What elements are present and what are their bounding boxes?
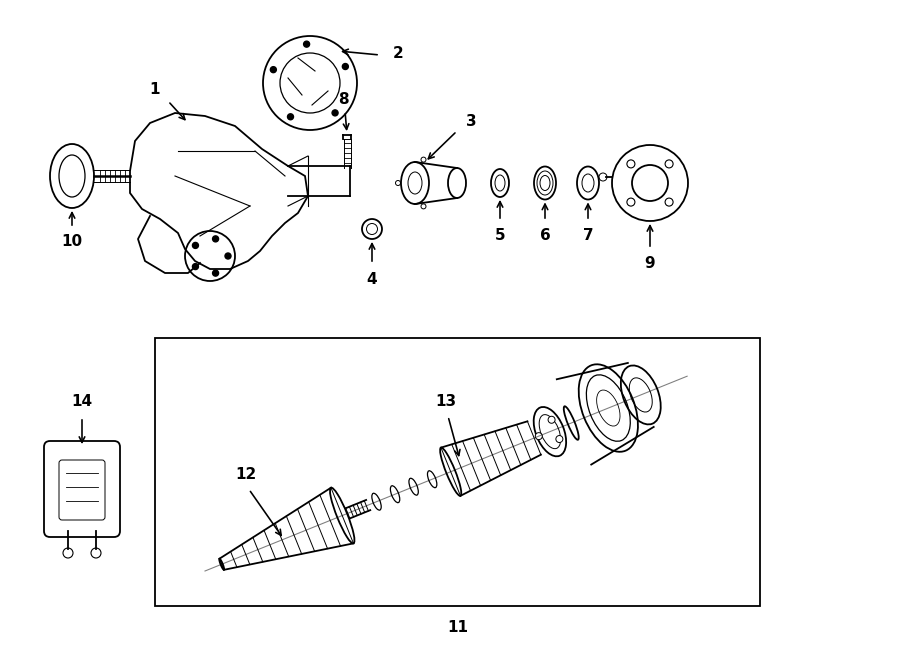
Bar [155, 338, 760, 606]
Text: 13: 13 [436, 395, 456, 409]
Circle shape [332, 110, 338, 116]
Text: 9: 9 [644, 256, 655, 270]
Text: 1: 1 [149, 81, 160, 97]
Circle shape [225, 253, 231, 259]
Circle shape [287, 114, 293, 120]
Text: 12: 12 [235, 467, 256, 482]
Circle shape [193, 243, 198, 249]
Text: 7: 7 [582, 227, 593, 243]
Circle shape [212, 236, 219, 242]
Text: 2: 2 [392, 46, 403, 61]
Circle shape [556, 436, 562, 442]
Text: 10: 10 [61, 233, 83, 249]
Text: 5: 5 [495, 227, 505, 243]
Text: 14: 14 [71, 393, 93, 408]
Circle shape [548, 416, 555, 423]
Circle shape [536, 433, 543, 440]
Text: 3: 3 [465, 114, 476, 128]
Circle shape [270, 67, 276, 73]
Text: 8: 8 [338, 91, 348, 106]
Circle shape [212, 270, 219, 276]
Text: 4: 4 [366, 272, 377, 286]
Circle shape [193, 264, 198, 270]
Circle shape [342, 63, 348, 69]
Text: 6: 6 [540, 227, 551, 243]
Circle shape [303, 41, 310, 47]
Text: 11: 11 [447, 621, 468, 635]
